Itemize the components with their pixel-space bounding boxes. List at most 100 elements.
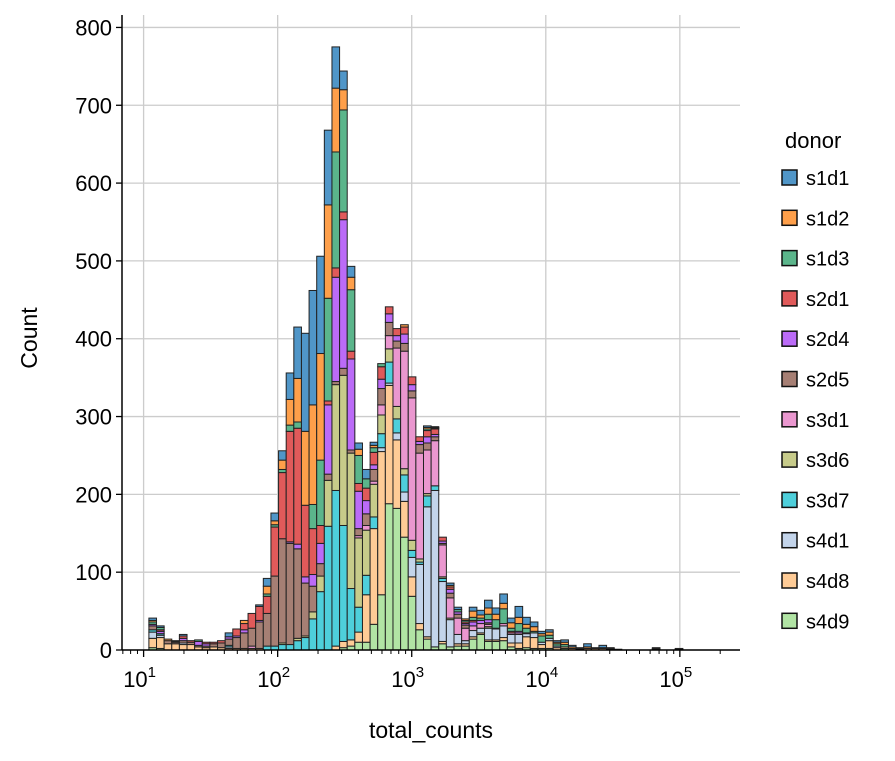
bar-segment-s1d2: [346, 276, 356, 291]
bar-segment-s1d1: [285, 372, 295, 400]
bar-segment-s1d2: [491, 613, 501, 621]
bar-segment-s2d1: [392, 328, 402, 337]
bar-segment-s3d6: [392, 405, 402, 420]
bar-segment-s4d9: [377, 594, 386, 651]
bar-segment-s3d6: [377, 414, 386, 435]
bar-segment-s1d3: [354, 454, 363, 484]
bar-segment-s2d1: [339, 211, 348, 221]
bar-segment-s2d5: [270, 575, 280, 647]
bar-segment-s4d9: [438, 643, 447, 651]
bar-segment-s2d5: [445, 592, 455, 599]
bar-segment-s4d1: [422, 506, 432, 638]
bar-segment-s3d1: [384, 335, 394, 350]
bar-segment-s4d9: [491, 640, 501, 651]
bar-segment-s4d8: [377, 451, 386, 596]
bar-segment-s2d5: [400, 342, 409, 352]
bar-segment-s2d5: [148, 625, 158, 631]
bar-segment-s4d8: [537, 644, 547, 649]
bar-segment-s1d2: [522, 623, 531, 629]
bar-segment-s2d1: [186, 640, 196, 643]
bar-segment-s4d8: [339, 640, 348, 649]
bar-segment-s2d4: [422, 436, 432, 444]
bar-segment-s2d1: [346, 350, 356, 360]
legend-label: s2d4: [806, 329, 849, 351]
x-axis-label: total_counts: [369, 717, 493, 743]
bar-segment-s4d1: [484, 627, 493, 641]
bar-segment-s3d6: [361, 529, 371, 576]
y-tick-label: 500: [75, 249, 112, 274]
bar-segment-s3d1: [407, 397, 417, 541]
legend-title: donor: [785, 128, 841, 153]
bar-segment-s3d1: [415, 452, 424, 560]
legend-label: s4d8: [806, 571, 849, 593]
bar-segment-s3d6: [331, 384, 341, 491]
bar-segment-s3d7: [285, 644, 295, 651]
bar-segment-s1d2: [285, 398, 295, 426]
bar-segment-s2d1: [400, 326, 409, 335]
bar-segment-s1d1: [651, 647, 661, 649]
bar-segment-s1d1: [484, 599, 493, 609]
bar-segment-s4d8: [392, 439, 402, 509]
bar-segment-s3d7: [346, 588, 356, 641]
legend-swatch: [781, 370, 798, 388]
bar-segment-s1d3: [537, 635, 547, 643]
bar-segment-s1d1: [499, 593, 508, 604]
bar-segment-s2d5: [232, 637, 241, 649]
bar-segment-s3d7: [316, 591, 325, 651]
bar-segment-s2d1: [361, 487, 371, 502]
bar-segment-s1d2: [468, 610, 478, 618]
bar-segment-s4d9: [468, 638, 478, 651]
bar-segment-s2d4: [369, 464, 379, 470]
bar-segment-s3d7: [384, 361, 394, 384]
bar-segment-s4d1: [468, 630, 478, 638]
bar-segment-s4d1: [514, 633, 524, 644]
bar-segment-s4d1: [438, 581, 447, 642]
legend-label: s2d5: [806, 370, 849, 392]
bar-segment-s2d1: [323, 400, 333, 406]
bar-segment-s1d2: [262, 585, 272, 595]
bar-segment-s1d2: [354, 448, 363, 456]
bar-segment-s4d9: [392, 507, 402, 651]
bar-segment-s2d5: [339, 367, 348, 376]
x-tick-base: 10: [123, 667, 147, 692]
bar-segment-s2d5: [361, 513, 371, 526]
legend-swatch: [781, 612, 798, 630]
bar-segment-s4d8: [163, 643, 173, 651]
bar-segment-s3d1: [468, 625, 478, 632]
bar-segment-s4d8: [178, 644, 188, 651]
bar-segment-s1d2: [239, 619, 249, 625]
bar-segment-s2d5: [422, 442, 432, 451]
x-tick-label: 102: [257, 664, 290, 692]
legend-label: s3d6: [806, 450, 849, 472]
x-tick-label: 103: [391, 664, 424, 692]
bar-segment-s1d1: [293, 326, 302, 379]
bar-segment-s4d8: [514, 642, 524, 649]
bar-segment-s3d7: [308, 618, 318, 651]
bar-segment-s1d1: [598, 644, 608, 649]
bar-segment-s2d4: [400, 333, 409, 344]
bar-segment-s3d7: [354, 606, 363, 633]
legend-swatch: [781, 249, 798, 267]
bar-segment-s1d1: [674, 647, 684, 650]
legend-label: s1d3: [806, 249, 849, 271]
bar-segment-s2d1: [369, 451, 379, 466]
bar-segment-s3d7: [331, 489, 341, 647]
bar-segment-s4d8: [400, 500, 409, 538]
bar-segment-s1d3: [491, 619, 501, 629]
bar-segment-s4d9: [369, 623, 379, 651]
bar-segment-s2d5: [217, 642, 226, 649]
bar-segment-s2d1: [255, 605, 264, 621]
bar-segment-s2d5: [224, 638, 234, 646]
bar-segment-s3d7: [392, 418, 402, 434]
bar-segment-s4d8: [506, 642, 516, 648]
bar-segment-s2d1: [422, 430, 432, 438]
legend-swatch: [781, 209, 798, 227]
bar-segment-s2d4: [354, 490, 363, 530]
bar-segment-s4d1: [491, 628, 501, 641]
bar-segment-s2d1: [354, 482, 363, 492]
bar-segment-s3d7: [293, 640, 302, 651]
legend-item-s1d3: s1d3: [781, 249, 849, 271]
bar-segment-s4d9: [400, 536, 409, 651]
bar-segment-s2d5: [354, 528, 363, 537]
bar-segment-s2d1: [316, 524, 325, 544]
